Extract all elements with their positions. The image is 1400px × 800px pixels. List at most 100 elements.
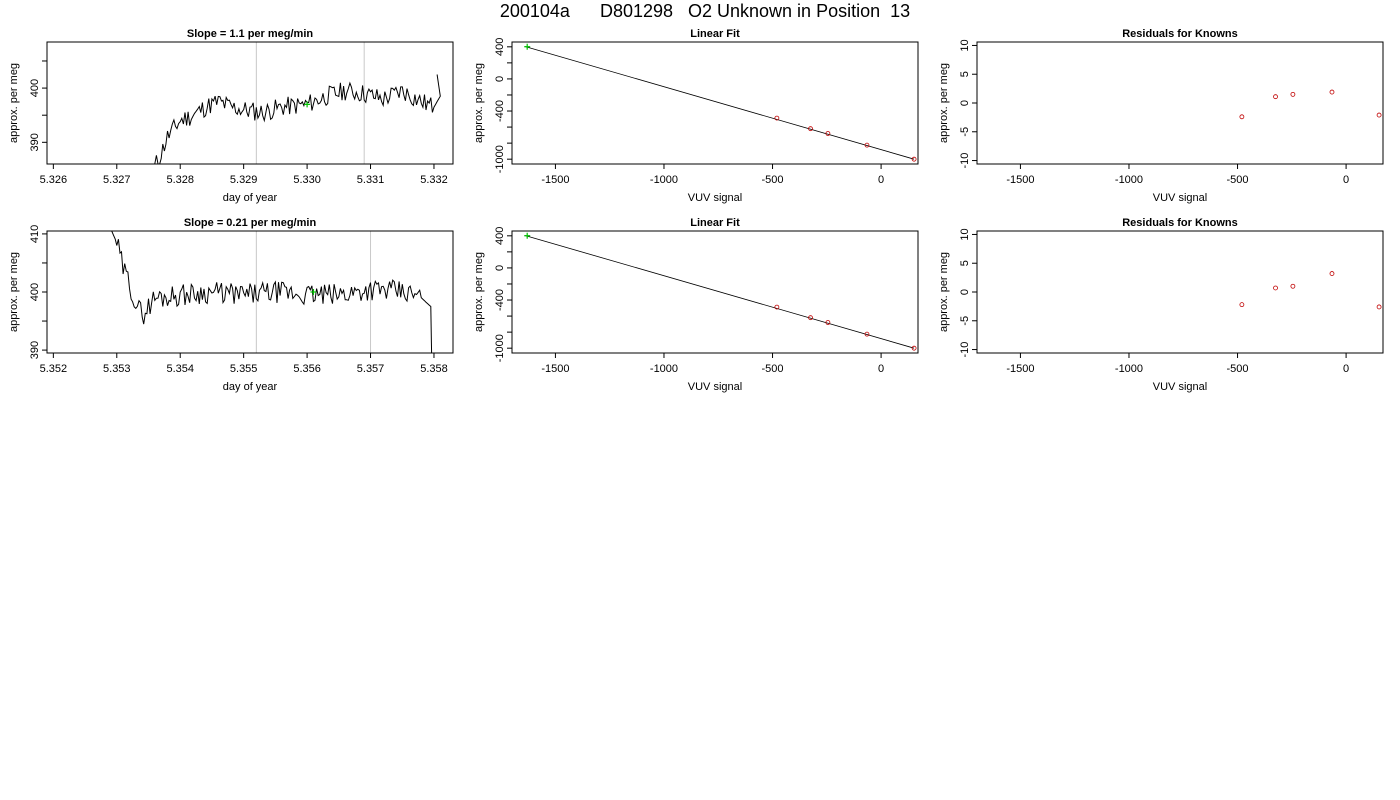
y-tick-label: -400 xyxy=(494,100,506,122)
y-axis-label: approx. per meg xyxy=(938,63,950,143)
x-tick-label: 5.358 xyxy=(420,363,448,375)
known-point xyxy=(1239,114,1245,120)
x-tick-label: -1000 xyxy=(650,363,678,375)
fit-line xyxy=(524,46,915,160)
y-tick-label: 390 xyxy=(29,341,41,359)
page-title: 200104a D801298 O2 Unknown in Position 1… xyxy=(499,1,911,21)
x-tick-label: 5.326 xyxy=(40,174,68,186)
y-axis-label: approx. per meg xyxy=(473,252,485,332)
x-tick-label: 5.355 xyxy=(230,363,258,375)
plot-area xyxy=(524,43,917,162)
y-axis-label: approx. per meg xyxy=(473,63,485,143)
x-tick-label: 5.328 xyxy=(166,174,194,186)
y-tick-label: 0 xyxy=(959,100,971,106)
chart-title: Slope = 1.1 per meg/min xyxy=(187,28,314,40)
chart-title: Slope = 0.21 per meg/min xyxy=(184,217,317,229)
x-tick-label: -500 xyxy=(1227,174,1249,186)
x-tick-label: 5.353 xyxy=(103,363,131,375)
y-tick-label: 400 xyxy=(29,283,41,301)
x-tick-label: -500 xyxy=(762,363,784,375)
x-tick-label: 0 xyxy=(878,174,884,186)
chart-panel-residuals-2: -1500 -1000 -500 0 -10 -5 0 5 10 Residuals for Kn… xyxy=(938,217,1384,393)
plot-frame xyxy=(46,41,454,165)
chart-title: Residuals for Knowns xyxy=(1122,28,1238,40)
series-trace xyxy=(154,74,441,164)
plot-frame xyxy=(976,230,1384,354)
x-tick-label: 5.327 xyxy=(103,174,131,186)
x-tick-label: 5.357 xyxy=(357,363,385,375)
known-point xyxy=(1290,283,1296,289)
y-axis-label: approx. per meg xyxy=(938,252,950,332)
y-tick-label: 400 xyxy=(494,227,506,245)
known-point xyxy=(808,315,813,321)
y-tick-label: -400 xyxy=(494,289,506,311)
chart-panel-linear-fit-1: -1500 -1000 -500 0 -1000 -400 0 400 Linear Fit VU… xyxy=(473,28,919,204)
y-tick-label: 410 xyxy=(29,225,41,243)
x-tick-label: -1500 xyxy=(1006,174,1034,186)
known-point xyxy=(911,156,917,162)
known-point xyxy=(774,115,780,121)
x-axis-label: day of year xyxy=(223,192,278,204)
plot-frame xyxy=(976,41,1384,165)
x-axis-label: day of year xyxy=(223,381,278,393)
x-tick-label: 5.356 xyxy=(293,363,321,375)
plot-frame xyxy=(46,230,454,354)
plot-area xyxy=(111,231,433,353)
y-tick-label: 10 xyxy=(959,39,971,51)
known-point xyxy=(911,345,917,351)
x-tick-label: -1000 xyxy=(650,174,678,186)
y-axis-label: approx. per meg xyxy=(8,63,20,143)
plot-area xyxy=(154,42,441,164)
x-tick-label: -1000 xyxy=(1115,174,1143,186)
chart-panel-residuals-1: -1500 -1000 -500 0 -10 -5 0 5 10 Residuals for Kn… xyxy=(938,28,1384,204)
known-point xyxy=(808,126,813,132)
y-tick-label: -5 xyxy=(959,127,971,137)
plot-area xyxy=(524,232,917,351)
fit-line xyxy=(524,235,915,349)
x-tick-label: 5.352 xyxy=(40,363,68,375)
x-tick-label: -500 xyxy=(762,174,784,186)
x-tick-label: -1500 xyxy=(541,363,569,375)
plot-area xyxy=(1239,271,1382,310)
y-tick-label: 0 xyxy=(494,76,506,82)
chart-title: Linear Fit xyxy=(690,28,740,40)
series-trace xyxy=(111,231,433,353)
x-tick-label: 5.331 xyxy=(357,174,385,186)
x-tick-label: -1000 xyxy=(1115,363,1143,375)
x-tick-label: -500 xyxy=(1227,363,1249,375)
y-tick-label: 10 xyxy=(959,228,971,240)
x-tick-label: 5.330 xyxy=(293,174,321,186)
y-tick-label: 400 xyxy=(29,79,41,97)
y-tick-label: 400 xyxy=(494,38,506,56)
x-tick-label: 5.354 xyxy=(166,363,194,375)
plot-frame xyxy=(511,230,919,354)
y-axis-label: approx. per meg xyxy=(8,252,20,332)
known-point xyxy=(1329,271,1335,276)
y-tick-label: -1000 xyxy=(494,334,506,362)
x-axis-label: VUV signal xyxy=(1153,381,1207,393)
x-tick-label: 0 xyxy=(1343,363,1349,375)
known-point xyxy=(1376,304,1382,310)
y-tick-label: 390 xyxy=(29,133,41,151)
known-point xyxy=(825,131,831,136)
y-tick-label: -10 xyxy=(959,342,971,358)
x-tick-label: 5.332 xyxy=(420,174,448,186)
x-tick-label: -1500 xyxy=(1006,363,1034,375)
chart-title: Residuals for Knowns xyxy=(1122,217,1238,229)
y-tick-label: -5 xyxy=(959,316,971,326)
x-axis-label: VUV signal xyxy=(1153,192,1207,204)
plot-area xyxy=(1239,89,1382,120)
x-axis-label: VUV signal xyxy=(688,381,742,393)
y-tick-label: 5 xyxy=(959,71,971,77)
y-tick-label: -10 xyxy=(959,153,971,169)
x-tick-label: 5.329 xyxy=(230,174,258,186)
chart-title: Linear Fit xyxy=(690,217,740,229)
known-point xyxy=(1376,112,1382,118)
chart-panel-linear-fit-2: -1500 -1000 -500 0 -1000 -400 0 400 Linear Fit VU… xyxy=(473,217,919,393)
known-point xyxy=(1239,302,1245,308)
plot-frame xyxy=(511,41,919,165)
x-tick-label: 0 xyxy=(1343,174,1349,186)
known-point xyxy=(1273,285,1278,291)
known-point xyxy=(1273,94,1278,100)
x-tick-label: -1500 xyxy=(541,174,569,186)
